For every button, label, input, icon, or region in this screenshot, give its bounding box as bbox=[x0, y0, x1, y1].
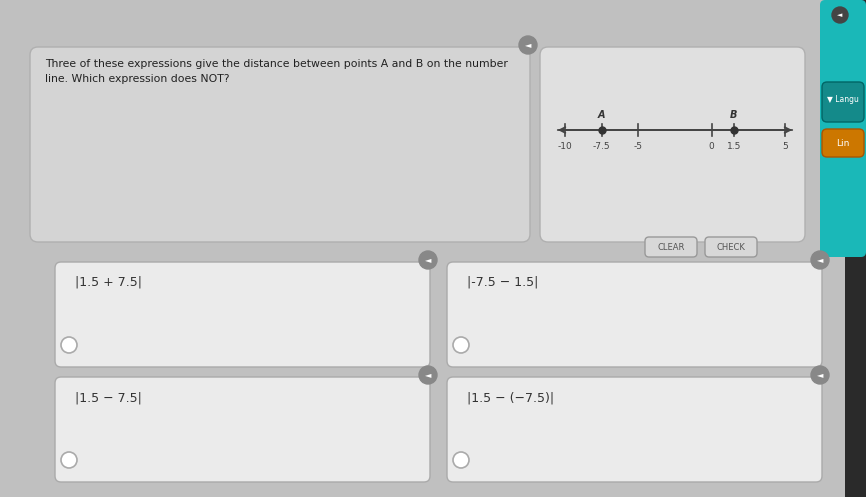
Text: 5: 5 bbox=[782, 142, 788, 151]
FancyBboxPatch shape bbox=[540, 47, 805, 242]
FancyBboxPatch shape bbox=[820, 0, 866, 257]
Text: ◄: ◄ bbox=[424, 255, 431, 264]
FancyBboxPatch shape bbox=[822, 129, 864, 157]
FancyBboxPatch shape bbox=[55, 262, 430, 367]
Circle shape bbox=[61, 452, 77, 468]
Text: 1.5: 1.5 bbox=[727, 142, 740, 151]
Text: line. Which expression does NOT?: line. Which expression does NOT? bbox=[45, 74, 229, 84]
Text: CLEAR: CLEAR bbox=[657, 243, 685, 251]
Circle shape bbox=[453, 452, 469, 468]
Circle shape bbox=[811, 366, 829, 384]
Text: |1.5 − 7.5|: |1.5 − 7.5| bbox=[75, 391, 142, 404]
Text: |-7.5 − 1.5|: |-7.5 − 1.5| bbox=[467, 276, 539, 289]
Circle shape bbox=[811, 251, 829, 269]
Circle shape bbox=[61, 337, 77, 353]
Text: ◄: ◄ bbox=[817, 370, 824, 380]
Text: CHECK: CHECK bbox=[716, 243, 746, 251]
FancyBboxPatch shape bbox=[55, 377, 430, 482]
Circle shape bbox=[419, 251, 437, 269]
Circle shape bbox=[832, 7, 848, 23]
Text: B: B bbox=[730, 110, 737, 120]
FancyBboxPatch shape bbox=[845, 0, 866, 497]
Text: 0: 0 bbox=[708, 142, 714, 151]
FancyBboxPatch shape bbox=[30, 47, 530, 242]
FancyBboxPatch shape bbox=[823, 7, 858, 42]
Text: |1.5 + 7.5|: |1.5 + 7.5| bbox=[75, 276, 142, 289]
Text: ◄: ◄ bbox=[525, 40, 531, 50]
Text: -5: -5 bbox=[634, 142, 643, 151]
Text: ◄: ◄ bbox=[837, 12, 843, 18]
FancyBboxPatch shape bbox=[447, 262, 822, 367]
Circle shape bbox=[419, 366, 437, 384]
Circle shape bbox=[453, 337, 469, 353]
Text: Lin: Lin bbox=[837, 139, 850, 148]
FancyBboxPatch shape bbox=[822, 82, 864, 122]
Circle shape bbox=[519, 36, 537, 54]
Text: -7.5: -7.5 bbox=[593, 142, 611, 151]
Text: ◄: ◄ bbox=[817, 255, 824, 264]
FancyBboxPatch shape bbox=[447, 377, 822, 482]
Text: A: A bbox=[598, 110, 605, 120]
Text: |1.5 − (−7.5)|: |1.5 − (−7.5)| bbox=[467, 391, 554, 404]
Text: ▼ Langu: ▼ Langu bbox=[827, 95, 859, 104]
Text: Three of these expressions give the distance between points A and B on the numbe: Three of these expressions give the dist… bbox=[45, 59, 507, 69]
Text: ◄: ◄ bbox=[424, 370, 431, 380]
FancyBboxPatch shape bbox=[705, 237, 757, 257]
FancyBboxPatch shape bbox=[645, 237, 697, 257]
Text: -10: -10 bbox=[558, 142, 572, 151]
